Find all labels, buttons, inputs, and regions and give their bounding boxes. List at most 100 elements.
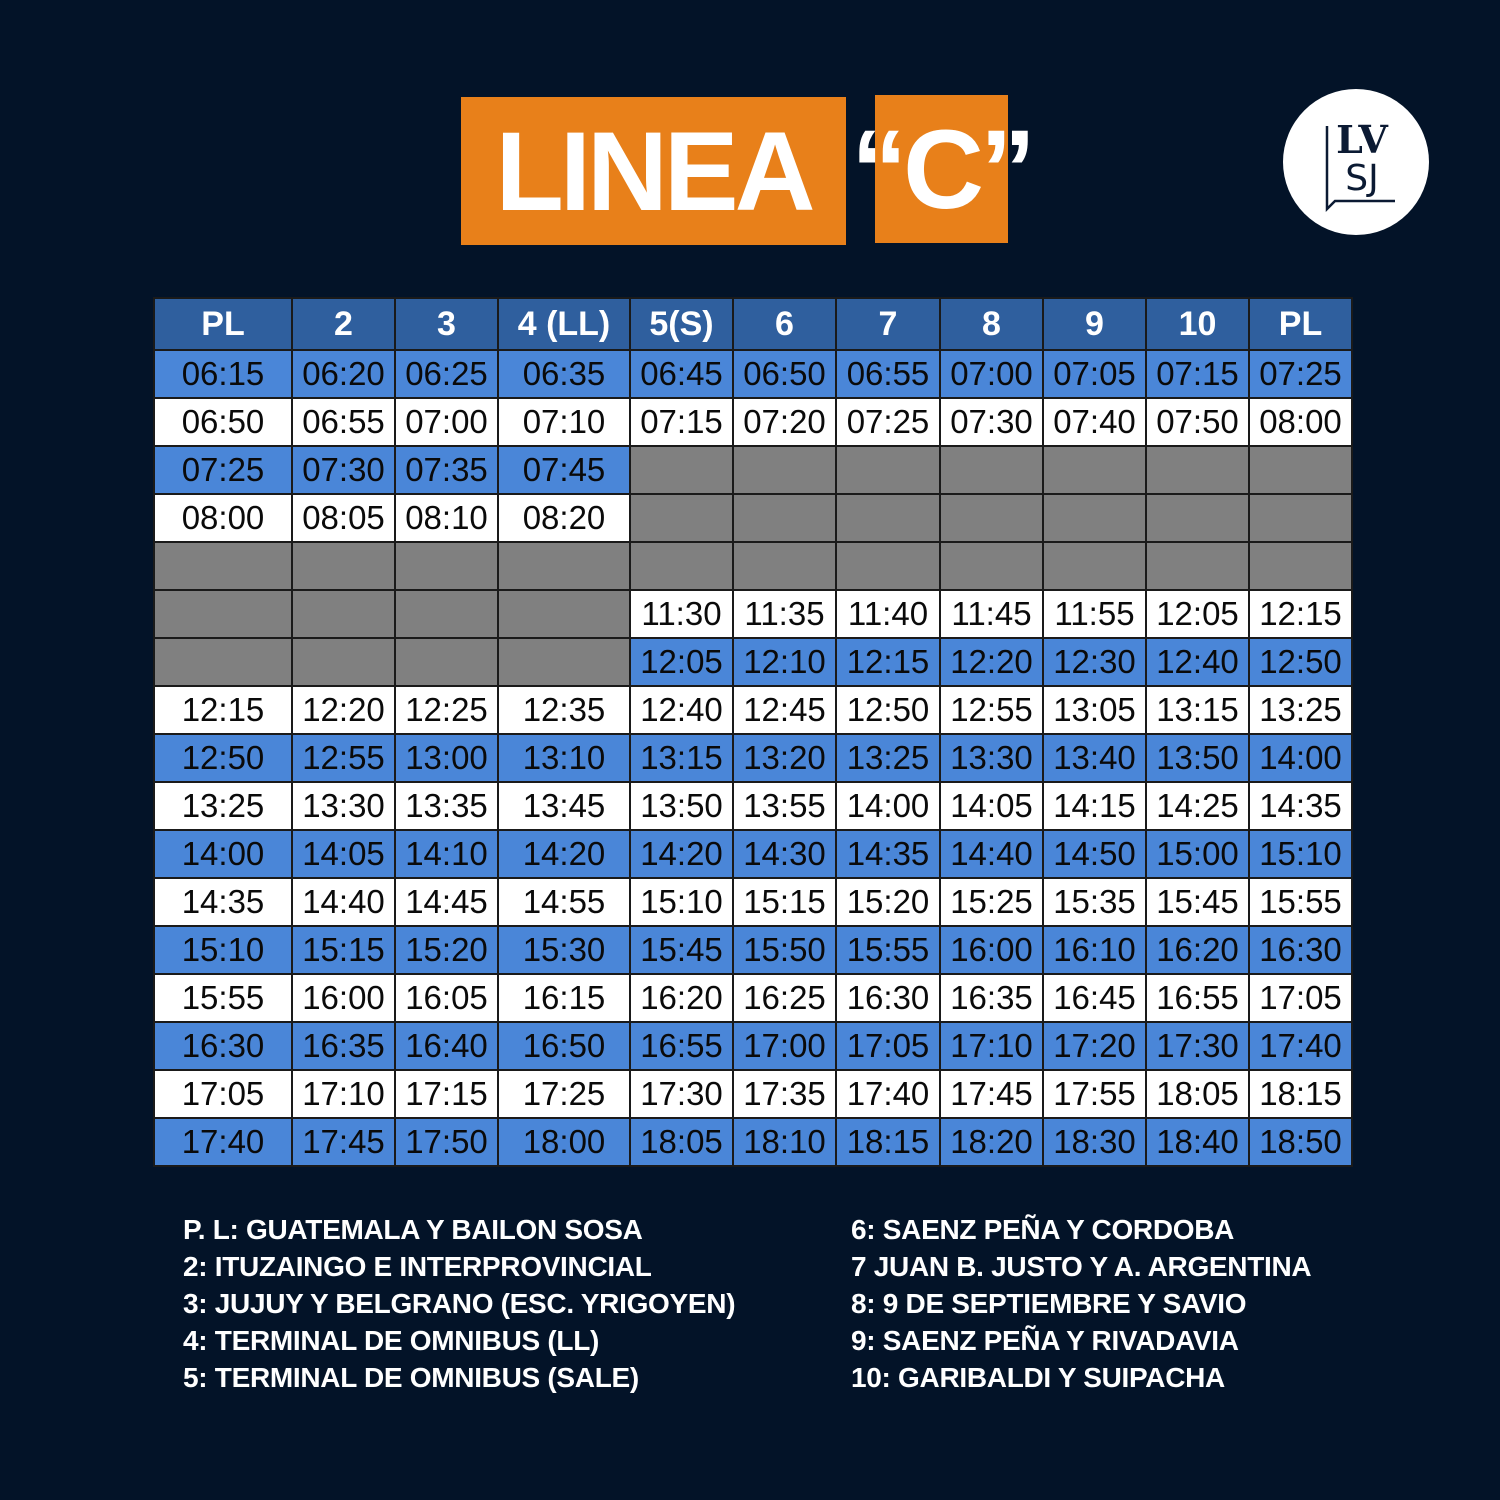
svg-text:LV: LV — [1336, 117, 1389, 162]
time-cell: 06:45 — [629, 349, 734, 399]
no-service-cell — [939, 541, 1044, 591]
column-header: 5(S) — [629, 297, 734, 351]
time-cell: 07:20 — [732, 397, 837, 447]
time-cell: 14:00 — [1248, 733, 1353, 783]
time-cell: 14:55 — [497, 877, 631, 927]
time-cell: 13:50 — [1145, 733, 1250, 783]
legend-item: 3: JUJUY Y BELGRANO (ESC. YRIGOYEN) — [183, 1288, 736, 1319]
no-service-cell — [629, 493, 734, 543]
time-cell: 07:30 — [939, 397, 1044, 447]
time-cell: 15:15 — [291, 925, 396, 975]
time-cell: 07:50 — [1145, 397, 1250, 447]
time-cell: 16:20 — [1145, 925, 1250, 975]
table-row: 06:15 06:20 06:25 06:35 06:45 06:50 06:55 07:00… — [153, 349, 1353, 399]
no-service-cell — [835, 445, 941, 495]
time-cell: 14:30 — [732, 829, 837, 879]
time-cell: 13:40 — [1042, 733, 1147, 783]
table-row: 17:40 17:45 17:50 18:00 18:05 18:10 18:15 18:20… — [153, 1117, 1353, 1167]
time-cell: 08:05 — [291, 493, 396, 543]
time-cell: 14:05 — [291, 829, 396, 879]
time-cell: 14:15 — [1042, 781, 1147, 831]
time-cell: 15:10 — [629, 877, 734, 927]
time-cell: 12:30 — [1042, 637, 1147, 687]
time-cell: 07:15 — [629, 397, 734, 447]
table-row: 14:35 14:40 14:45 14:55 15:10 15:15 15:20 15:25… — [153, 877, 1353, 927]
legend-item: 10: GARIBALDI Y SUIPACHA — [851, 1362, 1225, 1393]
time-cell: 12:40 — [1145, 637, 1250, 687]
time-cell: 12:45 — [732, 685, 837, 735]
time-cell: 08:00 — [153, 493, 293, 543]
time-cell: 14:00 — [153, 829, 293, 879]
legend-left: P. L: GUATEMALA Y BAILON SOSA 2: ITUZAING… — [183, 1211, 736, 1396]
time-cell: 14:50 — [1042, 829, 1147, 879]
time-cell: 17:55 — [1042, 1069, 1147, 1119]
time-cell: 08:10 — [394, 493, 499, 543]
time-cell: 06:20 — [291, 349, 396, 399]
time-cell: 13:05 — [1042, 685, 1147, 735]
time-cell: 17:00 — [732, 1021, 837, 1071]
time-cell: 07:25 — [835, 397, 941, 447]
legend-item: 6: SAENZ PEÑA Y CORDOBA — [851, 1214, 1235, 1245]
no-service-cell — [497, 541, 631, 591]
no-service-cell — [939, 493, 1044, 543]
time-cell: 07:40 — [1042, 397, 1147, 447]
no-service-cell — [291, 589, 396, 639]
time-cell: 16:30 — [153, 1021, 293, 1071]
table-row: 08:00 08:05 08:10 08:20 — [153, 493, 1353, 543]
time-cell: 15:50 — [732, 925, 837, 975]
no-service-cell — [153, 589, 293, 639]
time-cell: 14:25 — [1145, 781, 1250, 831]
time-cell: 17:10 — [291, 1069, 396, 1119]
time-cell: 06:35 — [497, 349, 631, 399]
legend-item: 4: TERMINAL DE OMNIBUS (LL) — [183, 1325, 600, 1356]
time-cell: 18:00 — [497, 1117, 631, 1167]
legend-item: 9: SAENZ PEÑA Y RIVADAVIA — [851, 1325, 1239, 1356]
time-cell: 08:00 — [1248, 397, 1353, 447]
time-cell: 17:15 — [394, 1069, 499, 1119]
time-cell: 06:55 — [835, 349, 941, 399]
time-cell: 15:30 — [497, 925, 631, 975]
table-row: 11:30 11:35 11:40 11:45 11:55 12:05 12:15 — [153, 589, 1353, 639]
time-cell: 15:20 — [835, 877, 941, 927]
no-service-cell — [835, 541, 941, 591]
time-cell: 11:35 — [732, 589, 837, 639]
header-row: PL 2 3 4 (LL) 5(S) 6 7 8 9 10 PL — [153, 297, 1353, 351]
table-row: 12:50 12:55 13:00 13:10 13:15 13:20 13:25 13:30… — [153, 733, 1353, 783]
time-cell: 07:35 — [394, 445, 499, 495]
legend-right: 6: SAENZ PEÑA Y CORDOBA 7 JUAN B. JUSTO Y… — [851, 1211, 1312, 1396]
time-cell: 07:10 — [497, 397, 631, 447]
time-cell: 12:25 — [394, 685, 499, 735]
column-header: PL — [1248, 297, 1353, 351]
time-cell: 14:20 — [497, 829, 631, 879]
time-cell: 16:35 — [939, 973, 1044, 1023]
time-cell: 15:55 — [153, 973, 293, 1023]
time-cell: 16:00 — [939, 925, 1044, 975]
time-cell: 13:25 — [835, 733, 941, 783]
time-cell: 14:10 — [394, 829, 499, 879]
time-cell: 15:15 — [732, 877, 837, 927]
time-cell: 16:20 — [629, 973, 734, 1023]
time-cell: 15:45 — [1145, 877, 1250, 927]
time-cell: 17:10 — [939, 1021, 1044, 1071]
time-cell: 17:30 — [1145, 1021, 1250, 1071]
time-cell: 16:00 — [291, 973, 396, 1023]
time-cell: 15:25 — [939, 877, 1044, 927]
legend-item: P. L: GUATEMALA Y BAILON SOSA — [183, 1214, 643, 1245]
time-cell: 16:50 — [497, 1021, 631, 1071]
time-cell: 12:40 — [629, 685, 734, 735]
column-header: 2 — [291, 297, 396, 351]
time-cell: 13:50 — [629, 781, 734, 831]
time-cell: 18:15 — [835, 1117, 941, 1167]
time-cell: 17:05 — [1248, 973, 1353, 1023]
time-cell: 12:55 — [291, 733, 396, 783]
time-cell: 11:45 — [939, 589, 1044, 639]
time-cell: 15:00 — [1145, 829, 1250, 879]
time-cell: 12:05 — [629, 637, 734, 687]
time-cell: 07:05 — [1042, 349, 1147, 399]
time-cell: 15:10 — [153, 925, 293, 975]
time-cell: 07:45 — [497, 445, 631, 495]
no-service-cell — [1248, 445, 1353, 495]
time-cell: 07:30 — [291, 445, 396, 495]
column-header: 8 — [939, 297, 1044, 351]
time-cell: 17:25 — [497, 1069, 631, 1119]
